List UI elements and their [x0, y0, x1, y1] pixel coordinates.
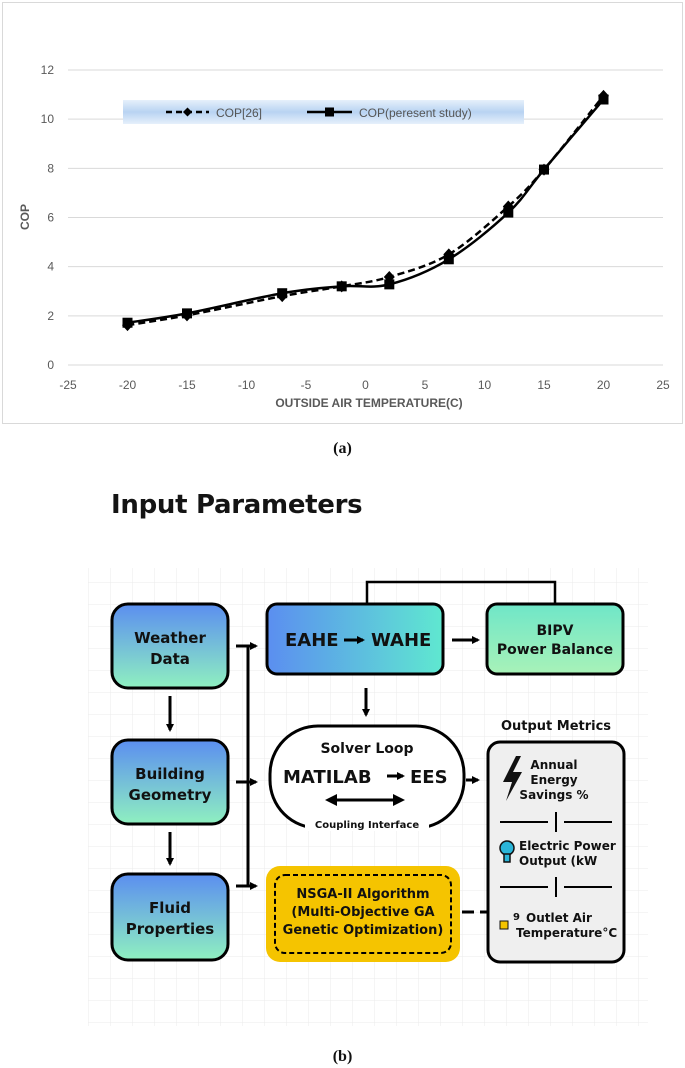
x-axis-label: OUTSIDE AIR TEMPERATURE(C) [275, 396, 462, 410]
bipv-label-line2: Power Balance [497, 642, 613, 658]
workflow-diagram: Weather Data Building Geometry Fluid Pro… [88, 568, 648, 1026]
legend-item-series-2: COP(peresent study) [307, 106, 472, 120]
metric-divider [500, 877, 612, 897]
x-tick-label: 0 [362, 378, 369, 392]
metric3-prefix: 9 [513, 912, 520, 923]
diagram-title: Input Parameters [111, 490, 363, 520]
metric2-line1: Electric Power [519, 839, 616, 853]
metric-divider [500, 812, 612, 832]
bipv-box: BIPV Power Balance [485, 602, 625, 676]
series-2-point [384, 279, 395, 290]
y-tick-label: 6 [47, 211, 54, 225]
input-bus-connectors [236, 642, 258, 890]
y-tick-label: 12 [41, 63, 55, 77]
metric1-line1: Annual [530, 758, 577, 772]
bulb-icon [499, 840, 515, 863]
metric2-line2: Output (kW [519, 854, 597, 868]
series-line-2 [127, 98, 605, 324]
x-tick-label: 25 [656, 378, 670, 392]
x-tick-label: 10 [478, 378, 492, 392]
x-tick-label: 5 [422, 378, 429, 392]
bipv-label-line1: BIPV [537, 623, 574, 639]
series-2-point [598, 94, 609, 105]
output-metrics-title: Output Metrics [501, 719, 611, 734]
series-2-point [539, 164, 549, 175]
input-label-line1: Building [135, 765, 205, 783]
lightning-icon [503, 756, 522, 801]
x-tick-label: 15 [537, 378, 551, 392]
eahe-wahe-box: EAHE WAHE [265, 602, 445, 676]
y-tick-label: 10 [41, 112, 55, 126]
cop-line-chart: 0 2 4 6 8 10 12 -25 -20 -15 -10 -5 0 5 10 15 20 25 COP[26… [18, 63, 670, 410]
matlab-label: MATILAB [283, 767, 372, 788]
solver-loop-box: Solver Loop MATILAB EES Coupling Interfa… [268, 724, 466, 831]
x-tick-label: -5 [301, 378, 312, 392]
output-metrics-box: Annual Energy Savings % Electric Power O… [486, 740, 626, 964]
coupling-interface-label: Coupling Interface [315, 820, 419, 831]
legend-label-series-2: COP(peresent study) [359, 106, 472, 120]
input-label-line2: Data [150, 650, 190, 668]
temperature-square-icon [499, 920, 509, 930]
series-2-point [122, 317, 133, 328]
x-tick-label: -15 [178, 378, 196, 392]
solver-title: Solver Loop [320, 741, 413, 757]
nsga-line2: (Multi-Objective GA [291, 905, 434, 920]
x-tick-label: -20 [119, 378, 137, 392]
metric3-line2: Temperature°C [516, 926, 617, 940]
metric1-line3: Savings % [519, 788, 588, 802]
ees-label: EES [410, 767, 448, 788]
bidirectional-arrow [325, 794, 405, 806]
feedback-bracket [365, 580, 557, 604]
input-label-line2: Geometry [129, 786, 212, 804]
series-2-point [503, 207, 514, 218]
legend-item-series-1: COP[26] [166, 106, 262, 120]
x-tick-label: 20 [597, 378, 611, 392]
caption-b: (b) [332, 1048, 353, 1065]
series-line-1 [127, 95, 605, 327]
input-box-building-geometry: Building Geometry [110, 738, 230, 826]
input-label-line1: Fluid [149, 899, 191, 917]
nsga-line1: NSGA-II Algorithm [296, 887, 429, 902]
metric3-line1: Outlet Air [526, 911, 592, 925]
series-2-point [277, 288, 288, 299]
caption-a: (a) [333, 440, 352, 457]
legend-label-series-1: COP[26] [216, 106, 262, 120]
y-axis-label: COP [18, 204, 32, 230]
series-2-point [443, 254, 454, 265]
input-box-weather-data: Weather Data [110, 602, 230, 690]
series-2-point [182, 308, 192, 319]
chart-panel: 0 2 4 6 8 10 12 -25 -20 -15 -10 -5 0 5 10 15 20 25 COP[26… [2, 2, 683, 424]
wahe-label: WAHE [371, 630, 431, 651]
series-2-point [336, 281, 347, 292]
x-tick-label: -10 [238, 378, 256, 392]
eahe-label: EAHE [285, 630, 339, 651]
input-box-fluid-properties: Fluid Properties [110, 872, 230, 962]
x-tick-label: -25 [59, 378, 77, 392]
y-tick-label: 4 [47, 260, 54, 274]
nsga-line3: Genetic Optimization) [283, 923, 444, 938]
y-tick-label: 8 [47, 161, 54, 175]
input-label-line2: Properties [126, 920, 214, 938]
nsga-box: NSGA-II Algorithm (Multi-Objective GA Ge… [266, 866, 460, 962]
input-label-line1: Weather [134, 629, 206, 647]
y-tick-label: 2 [47, 309, 54, 323]
y-tick-label: 0 [47, 358, 54, 372]
metric1-line2: Energy [530, 773, 577, 787]
